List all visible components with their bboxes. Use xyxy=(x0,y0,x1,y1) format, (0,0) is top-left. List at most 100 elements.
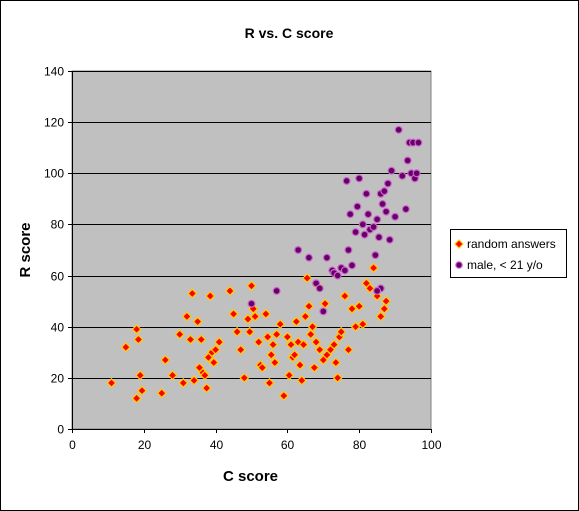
data-point xyxy=(267,339,279,350)
data-point xyxy=(339,290,350,302)
data-point xyxy=(156,388,167,399)
data-point xyxy=(414,138,423,147)
data-point xyxy=(106,377,117,389)
data-point xyxy=(371,251,380,260)
data-point xyxy=(322,253,331,262)
data-point xyxy=(358,220,367,229)
y-tick-label: 0 xyxy=(57,423,64,437)
data-point xyxy=(373,286,382,295)
data-points xyxy=(106,125,423,404)
data-point xyxy=(353,202,362,211)
data-point xyxy=(309,362,320,373)
series-2-points xyxy=(247,125,423,316)
data-point xyxy=(181,311,192,322)
data-point xyxy=(348,261,357,270)
data-point xyxy=(244,326,255,337)
data-point xyxy=(355,174,364,183)
y-tick-label: 140 xyxy=(44,65,64,79)
y-axis-title: R score xyxy=(17,222,34,277)
data-point xyxy=(379,303,390,314)
data-point xyxy=(298,339,309,350)
data-point xyxy=(250,311,261,322)
data-point xyxy=(192,316,203,327)
data-point xyxy=(330,357,341,368)
data-point xyxy=(329,339,340,350)
data-point xyxy=(354,301,365,312)
y-tick-label: 60 xyxy=(51,270,65,284)
data-point xyxy=(262,331,273,342)
data-point xyxy=(333,271,342,280)
x-tick-label: 0 xyxy=(69,438,76,452)
data-point xyxy=(302,273,313,284)
chart-title: R vs. C score xyxy=(245,25,334,41)
legend: random answers male, < 21 y/o xyxy=(450,229,567,278)
data-point xyxy=(120,342,131,353)
data-point xyxy=(344,246,353,255)
data-point xyxy=(239,372,250,383)
data-point xyxy=(369,222,378,231)
data-point xyxy=(224,285,236,296)
data-point xyxy=(296,375,307,386)
data-point xyxy=(380,187,389,196)
data-point xyxy=(375,311,386,322)
y-tick-label: 80 xyxy=(51,218,65,232)
x-tick-label: 80 xyxy=(353,438,367,452)
data-point xyxy=(300,311,311,322)
data-point xyxy=(391,212,400,221)
data-point xyxy=(401,205,410,214)
plot-area xyxy=(71,70,432,430)
legend-label: random answers xyxy=(467,237,556,251)
data-point xyxy=(373,215,382,224)
axes xyxy=(68,71,432,433)
data-point xyxy=(260,308,271,319)
data-point xyxy=(174,329,185,340)
data-point xyxy=(340,266,349,275)
y-tick-label: 20 xyxy=(51,372,65,386)
data-point xyxy=(294,360,306,371)
data-point xyxy=(285,339,297,350)
data-point xyxy=(357,319,368,330)
data-point xyxy=(382,207,391,216)
data-point xyxy=(304,253,313,262)
legend-box xyxy=(450,229,567,278)
data-point xyxy=(289,349,300,360)
data-point xyxy=(343,344,354,355)
data-point xyxy=(360,230,369,239)
data-point xyxy=(378,199,387,208)
data-point xyxy=(381,296,392,307)
data-point xyxy=(294,246,303,255)
data-point xyxy=(210,344,221,355)
data-point xyxy=(187,288,198,299)
data-point xyxy=(133,334,144,345)
data-point xyxy=(275,319,286,330)
data-point xyxy=(242,313,253,325)
x-tick-label: 20 xyxy=(138,438,152,452)
x-tick-label: 60 xyxy=(281,438,295,452)
data-point xyxy=(364,210,373,219)
data-point xyxy=(269,357,280,368)
data-point xyxy=(403,156,412,165)
data-point xyxy=(368,262,379,273)
data-point xyxy=(201,383,212,394)
data-point xyxy=(235,344,246,355)
y-tick-label: 120 xyxy=(44,116,64,130)
data-point xyxy=(185,334,196,345)
data-point xyxy=(257,362,268,373)
data-point xyxy=(271,329,282,340)
data-point xyxy=(346,303,358,314)
data-point xyxy=(247,299,256,308)
data-point xyxy=(246,280,257,291)
x-tick-label: 40 xyxy=(210,438,224,452)
data-point xyxy=(131,393,142,404)
data-point xyxy=(374,233,383,242)
data-point xyxy=(266,349,277,360)
data-point xyxy=(332,372,343,383)
data-point xyxy=(278,390,289,401)
x-axis-title: C score xyxy=(223,468,278,485)
data-point xyxy=(214,337,225,348)
data-point xyxy=(350,321,361,332)
data-point xyxy=(305,329,316,340)
legend-item: male, < 21 y/o xyxy=(455,258,543,272)
data-point xyxy=(282,331,293,342)
data-point xyxy=(196,334,207,345)
